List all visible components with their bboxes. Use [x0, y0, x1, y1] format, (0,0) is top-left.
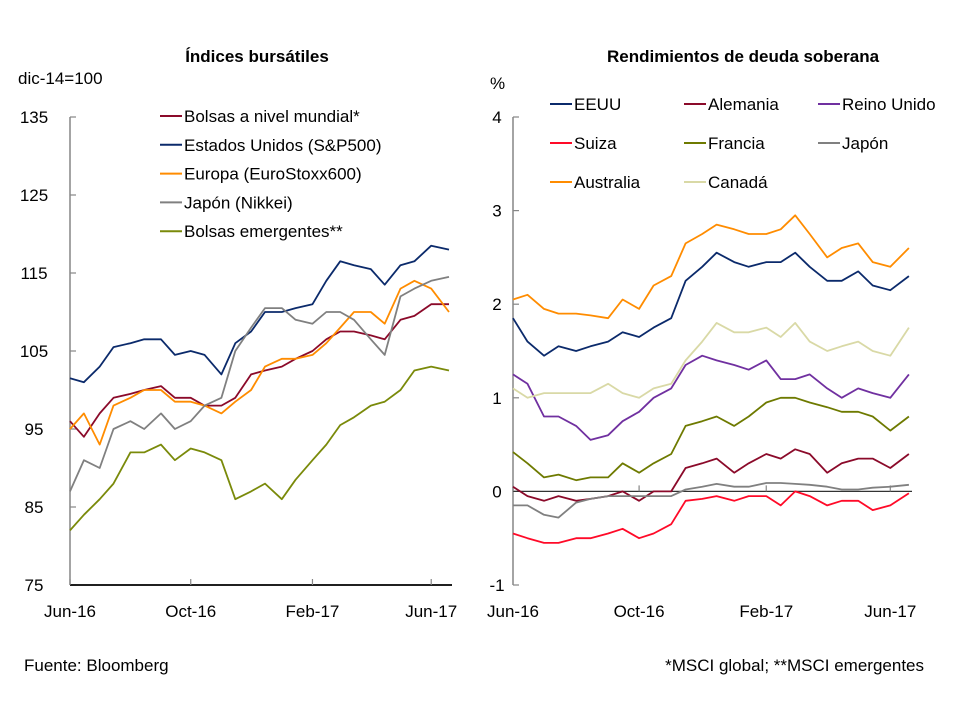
legend-item: Suiza	[550, 134, 617, 153]
right-chart-title: Rendimientos de deuda soberana	[607, 47, 880, 66]
legend-item: Japón	[818, 134, 888, 153]
y-tick-label: 4	[492, 108, 501, 127]
x-tick-label: Jun-17	[405, 602, 457, 621]
legend-item: Reino Unido	[818, 95, 936, 114]
series-line-5	[69, 365, 450, 531]
x-tick-label: Feb-17	[739, 602, 793, 621]
series-line-8	[512, 322, 910, 399]
series-line-4	[512, 490, 910, 544]
legend-item: Bolsas a nivel mundial*	[160, 107, 360, 126]
series-line-5	[512, 396, 910, 482]
legend-label: Bolsas emergentes**	[184, 222, 343, 241]
footer-note: *MSCI global; **MSCI emergentes	[665, 656, 924, 675]
legend-item: Australia	[550, 173, 641, 192]
series-line-2	[69, 244, 450, 384]
legend-item: Estados Unidos (S&P500)	[160, 136, 382, 155]
legend-label: Alemania	[708, 95, 779, 114]
x-tick-label: Jun-16	[487, 602, 539, 621]
chart-1: 75 85 95 105 115 125 135 Jun-16 Oct-16 Feb-17 Jun-…	[20, 107, 457, 621]
y-tick-label: 85	[25, 498, 44, 517]
legend-label: Reino Unido	[842, 95, 936, 114]
legend-item: Alemania	[684, 95, 779, 114]
legend-label: Canadá	[708, 173, 768, 192]
left-chart-title: Índices bursátiles	[185, 47, 329, 66]
x-tick-label: Oct-16	[165, 602, 216, 621]
legend-label: Japón (Nikkei)	[184, 193, 293, 212]
legend-label: EEUU	[574, 95, 621, 114]
legend-item: Japón (Nikkei)	[160, 193, 293, 212]
legend-label: Europa (EuroStoxx600)	[184, 165, 362, 184]
x-tick-label: Jun-17	[864, 602, 916, 621]
y-tick-label: 3	[492, 202, 501, 221]
x-tick-label: Oct-16	[614, 602, 665, 621]
series-line-1	[512, 251, 910, 357]
legend-label: Bolsas a nivel mundial*	[184, 107, 360, 126]
y-tick-label: 135	[20, 108, 48, 127]
series-line-1	[69, 303, 449, 438]
legend-label: Francia	[708, 134, 765, 153]
legend-label: Suiza	[574, 134, 617, 153]
legend-item: Bolsas emergentes**	[160, 222, 343, 241]
chart-2: -1 0 1 2 3 4 Jun-16 Oct-16 Feb-17 Jun-17 EEUU Alema…	[487, 95, 936, 621]
x-tick-label: Jun-16	[44, 602, 96, 621]
legend-label: Australia	[574, 173, 641, 192]
y-tick-label: 0	[492, 482, 501, 501]
legend-label: Estados Unidos (S&P500)	[184, 136, 382, 155]
legend-item: Francia	[684, 134, 765, 153]
y-tick-label: -1	[489, 576, 504, 595]
series-line-3	[69, 279, 450, 446]
series-line-7	[512, 214, 910, 320]
left-chart-ylabel: dic-14=100	[18, 69, 103, 88]
y-tick-label: 115	[20, 264, 47, 283]
y-tick-label: 2	[492, 295, 501, 314]
y-tick-label: 105	[20, 342, 48, 361]
y-tick-label: 95	[25, 420, 44, 439]
legend-item: Europa (EuroStoxx600)	[160, 165, 362, 184]
series-line-6	[513, 482, 909, 519]
y-tick-label: 1	[492, 389, 501, 408]
right-chart-ylabel: %	[490, 74, 505, 93]
series-line-4	[69, 276, 450, 492]
series-line-3	[512, 354, 910, 441]
y-tick-label: 75	[25, 576, 44, 595]
legend-label: Japón	[842, 134, 888, 153]
legend-item: EEUU	[550, 95, 621, 114]
series-line-2	[512, 448, 910, 502]
footer-source: Fuente: Bloomberg	[24, 656, 169, 675]
y-tick-label: 125	[20, 186, 48, 205]
legend-item: Canadá	[684, 173, 768, 192]
x-tick-label: Feb-17	[286, 602, 340, 621]
